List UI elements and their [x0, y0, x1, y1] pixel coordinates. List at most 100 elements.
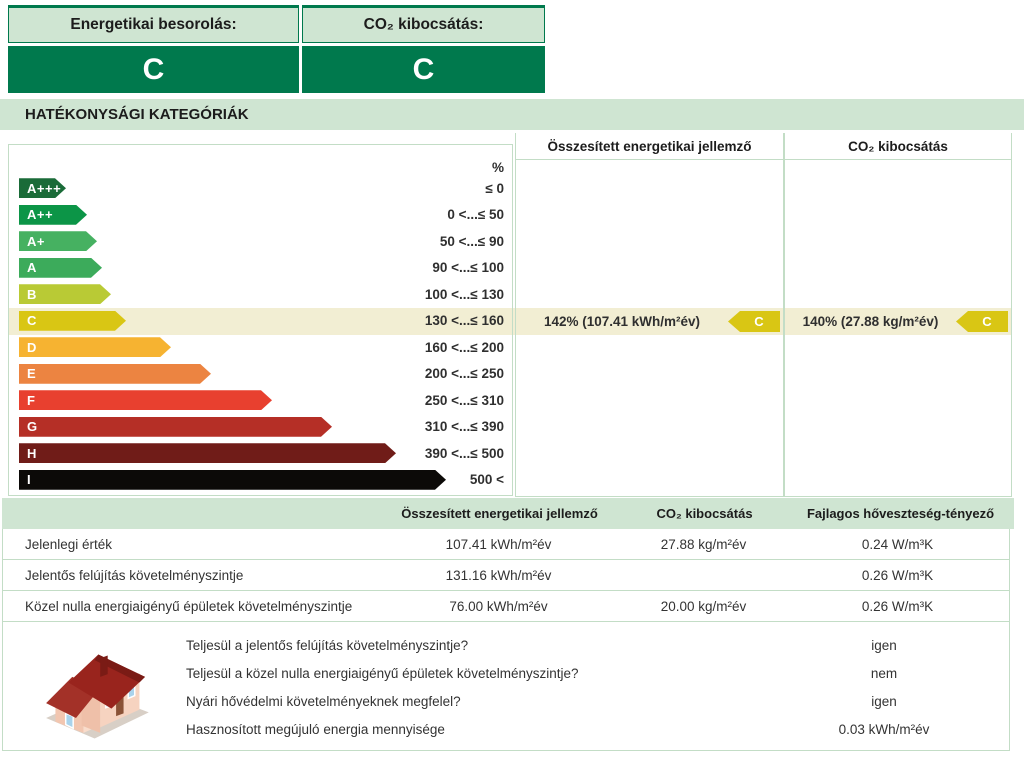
co2-rating-box: CO₂ kibocsátás: C	[302, 5, 545, 93]
bands: A+++ ≤ 0 A++ 0 <...≤ 50 A+ 50 <...≤ 90 A…	[9, 175, 512, 493]
requirements-section: Teljesül a jelentős felújítás követelmén…	[2, 622, 1010, 751]
summary-table: Összesített energetikai jellemző CO₂ kib…	[0, 498, 1024, 622]
grade-band-range: 200 <...≤ 250	[424, 366, 504, 382]
grade-band-label: I	[27, 472, 32, 488]
summary-row-co2: 20.00 kg/m²év	[660, 598, 747, 614]
summary-row-co2: 27.88 kg/m²év	[660, 536, 747, 552]
grade-band-row: I 500 <	[9, 467, 512, 494]
grade-band-range: 310 <...≤ 390	[424, 419, 504, 435]
summary-row-energy: 131.16 kWh/m²év	[445, 567, 552, 583]
grade-band-row: A+ 50 <...≤ 90	[9, 228, 512, 255]
grade-scale-panel: % A+++ ≤ 0 A++ 0 <...≤ 50 A+ 50 <...≤ 90…	[8, 144, 513, 496]
summary-table-row: Jelenlegi érték 107.41 kWh/m²év 27.88 kg…	[3, 529, 1009, 560]
summary-row-label: Jelentős felújítás követelményszintje	[25, 567, 244, 583]
grade-band-range: 250 <...≤ 310	[424, 392, 504, 408]
requirement-answer: nem	[870, 665, 898, 681]
summary-header-heatloss: Fajlagos hőveszteség-tényező	[806, 506, 995, 521]
grade-band-label: H	[27, 445, 37, 461]
grade-band-range: 50 <...≤ 90	[439, 233, 504, 249]
grade-band-range: 0 <...≤ 50	[447, 207, 504, 223]
grade-band-row: B 100 <...≤ 130	[9, 281, 512, 308]
grade-band-label: A+	[27, 233, 45, 249]
requirement-answer: 0.03 kWh/m²év	[838, 721, 930, 737]
summary-header-energy: Összesített energetikai jellemző	[401, 506, 598, 521]
grade-band-label: E	[27, 366, 37, 382]
requirement-row: Hasznosított megújuló energia mennyisége…	[186, 715, 1009, 743]
grade-band-row: D 160 <...≤ 200	[9, 334, 512, 361]
grade-band-bar: I	[19, 470, 446, 490]
energy-column-header: Összesített energetikai jellemző	[516, 133, 783, 160]
co2-result-column: CO₂ kibocsátás 140% (27.88 kg/m²év) C	[784, 133, 1012, 497]
efficiency-chart: % A+++ ≤ 0 A++ 0 <...≤ 50 A+ 50 <...≤ 90…	[0, 133, 1024, 498]
grade-band-row: F 250 <...≤ 310	[9, 387, 512, 414]
energy-result-cell: 142% (107.41 kWh/m²év) C	[516, 308, 783, 335]
energy-rating-box: Energetikai besorolás: C	[8, 5, 299, 93]
summary-row-energy: 76.00 kWh/m²év	[449, 598, 548, 614]
grade-band-range: 160 <...≤ 200	[424, 339, 504, 355]
co2-rating-label: CO₂ kibocsátás:	[302, 5, 545, 43]
grade-band-bar: D	[19, 337, 171, 357]
summary-table-row: Jelentős felújítás követelményszintje 13…	[3, 560, 1009, 591]
grade-band-bar: C	[19, 311, 126, 331]
requirement-row: Teljesül a jelentős felújítás követelmén…	[186, 631, 1009, 659]
house-icon	[46, 654, 149, 739]
percent-unit-label: %	[491, 160, 504, 175]
energy-grade-tag: C	[728, 311, 780, 332]
grade-band-row: E 200 <...≤ 250	[9, 361, 512, 388]
grade-band-bar: A	[19, 258, 102, 278]
requirement-question: Hasznosított megújuló energia mennyisége	[186, 721, 445, 737]
summary-table-row: Közel nulla energiaigényű épületek követ…	[3, 591, 1009, 622]
co2-column-header: CO₂ kibocsátás	[785, 133, 1011, 160]
grade-band-row: A++ 0 <...≤ 50	[9, 202, 512, 229]
requirement-question: Teljesül a közel nulla energiaigényű épü…	[186, 665, 579, 681]
grade-band-label: A	[27, 260, 37, 276]
requirement-row: Nyári hővédelmi követelményeknek megfele…	[186, 687, 1009, 715]
grade-band-label: C	[27, 313, 37, 329]
summary-table-rows: Jelenlegi érték 107.41 kWh/m²év 27.88 kg…	[2, 529, 1010, 622]
grade-band-range: 500 <	[469, 472, 504, 488]
energy-rating-value: C	[8, 46, 299, 93]
requirement-question: Teljesül a jelentős felújítás követelmén…	[186, 637, 469, 653]
grade-band-row: A+++ ≤ 0	[9, 175, 512, 202]
requirement-question: Nyári hővédelmi követelményeknek megfele…	[186, 693, 461, 709]
summary-row-heatloss: 0.26 W/m³K	[861, 598, 934, 614]
grade-band-label: A++	[27, 207, 54, 223]
grade-band-bar: A+++	[19, 178, 66, 198]
grade-band-bar: A+	[19, 231, 97, 251]
grade-band-label: F	[27, 392, 36, 408]
summary-row-label: Jelenlegi érték	[25, 536, 113, 552]
grade-band-bar: B	[19, 284, 111, 304]
grade-band-label: G	[27, 419, 38, 435]
co2-rating-value: C	[302, 46, 545, 93]
grade-band-bar: E	[19, 364, 211, 384]
grade-band-row: A 90 <...≤ 100	[9, 255, 512, 282]
summary-row-heatloss: 0.24 W/m³K	[861, 536, 934, 552]
co2-result-value: 140% (27.88 kg/m²év)	[802, 314, 939, 329]
grade-band-range: ≤ 0	[485, 180, 504, 196]
grade-band-range: 90 <...≤ 100	[432, 260, 504, 276]
energy-rating-label: Energetikai besorolás:	[8, 5, 299, 43]
grade-band-row: G 310 <...≤ 390	[9, 414, 512, 441]
grade-band-label: A+++	[27, 180, 62, 196]
summary-row-label: Közel nulla energiaigényű épületek követ…	[25, 598, 353, 614]
energy-result-value: 142% (107.41 kWh/m²év)	[543, 314, 701, 329]
current-grade-highlight-band	[9, 308, 1012, 335]
section-title: HATÉKONYSÁGI KATEGÓRIÁK	[0, 99, 1024, 130]
grade-band-bar: H	[19, 443, 396, 463]
grade-band-row: C 130 <...≤ 160	[9, 308, 512, 335]
energy-result-column: Összesített energetikai jellemző 142% (1…	[515, 133, 784, 497]
summary-row-heatloss: 0.26 W/m³K	[861, 567, 934, 583]
grade-band-range: 100 <...≤ 130	[424, 286, 504, 302]
rating-header: Energetikai besorolás: C CO₂ kibocsátás:…	[8, 5, 545, 93]
summary-header-co2: CO₂ kibocsátás	[656, 506, 753, 521]
requirement-questions: Teljesül a jelentős felújítás követelmén…	[186, 631, 1009, 743]
grade-band-bar: A++	[19, 205, 87, 225]
grade-band-label: B	[27, 286, 37, 302]
co2-grade-tag: C	[956, 311, 1008, 332]
co2-result-cell: 140% (27.88 kg/m²év) C	[785, 308, 1011, 335]
grade-band-label: D	[27, 339, 37, 355]
requirement-answer: igen	[871, 693, 897, 709]
grade-band-range: 130 <...≤ 160	[424, 313, 504, 329]
grade-band-bar: F	[19, 390, 272, 410]
